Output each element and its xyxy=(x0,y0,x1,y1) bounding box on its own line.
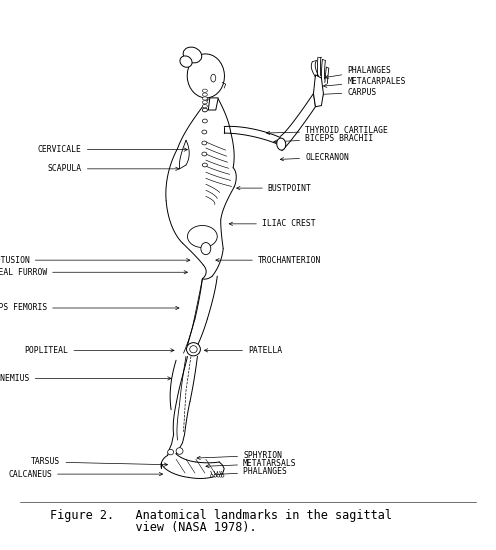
Text: Figure 2.   Anatomical landmarks in the sagittal: Figure 2. Anatomical landmarks in the sa… xyxy=(50,509,392,522)
Text: POPLITEAL: POPLITEAL xyxy=(25,346,174,355)
Ellipse shape xyxy=(168,449,174,455)
Text: SPHYRION: SPHYRION xyxy=(197,451,282,460)
Text: GASTROCNEMIUS: GASTROCNEMIUS xyxy=(0,374,171,383)
Text: GLUTEAL FURROW: GLUTEAL FURROW xyxy=(0,268,187,277)
Ellipse shape xyxy=(202,152,207,156)
Text: PHALANGES: PHALANGES xyxy=(214,468,292,476)
Text: BUTTOCK PROTUSION: BUTTOCK PROTUSION xyxy=(0,256,190,265)
Text: ILIAC CREST: ILIAC CREST xyxy=(229,219,315,228)
Polygon shape xyxy=(208,98,218,110)
Text: TROCHANTERION: TROCHANTERION xyxy=(216,256,321,265)
Ellipse shape xyxy=(202,89,207,92)
Ellipse shape xyxy=(211,74,216,82)
Text: CARPUS: CARPUS xyxy=(320,88,376,97)
Text: SCAPULA: SCAPULA xyxy=(48,164,179,173)
Ellipse shape xyxy=(186,343,200,356)
Ellipse shape xyxy=(202,101,207,104)
Text: CALCANEUS: CALCANEUS xyxy=(8,470,163,478)
Text: METATARSALS: METATARSALS xyxy=(206,459,297,468)
Ellipse shape xyxy=(217,474,219,477)
Ellipse shape xyxy=(176,448,183,454)
Ellipse shape xyxy=(202,119,207,123)
Polygon shape xyxy=(313,75,323,107)
Text: OLECRANON: OLECRANON xyxy=(280,153,349,162)
Ellipse shape xyxy=(183,47,202,63)
Ellipse shape xyxy=(219,474,222,477)
Text: PATELLA: PATELLA xyxy=(204,346,282,355)
Ellipse shape xyxy=(201,243,211,255)
Ellipse shape xyxy=(202,108,207,112)
Ellipse shape xyxy=(202,130,207,134)
Ellipse shape xyxy=(202,104,207,108)
Text: view (NASA 1978).: view (NASA 1978). xyxy=(50,521,256,535)
Ellipse shape xyxy=(202,141,207,145)
Ellipse shape xyxy=(214,474,216,477)
Ellipse shape xyxy=(202,97,207,100)
Text: BUSTPOINT: BUSTPOINT xyxy=(237,184,311,192)
Text: BICEPS BRACHII: BICEPS BRACHII xyxy=(274,134,373,143)
Text: THYROID CARTILAGE: THYROID CARTILAGE xyxy=(266,126,388,135)
Ellipse shape xyxy=(202,93,207,96)
Text: METACARPALES: METACARPALES xyxy=(323,77,406,87)
Ellipse shape xyxy=(180,56,192,67)
Ellipse shape xyxy=(202,108,207,112)
Ellipse shape xyxy=(187,54,225,98)
Text: BICEPS FEMORIS: BICEPS FEMORIS xyxy=(0,304,179,312)
Ellipse shape xyxy=(210,474,213,477)
Ellipse shape xyxy=(202,163,207,167)
Text: PHALANGES: PHALANGES xyxy=(325,66,391,79)
Text: CERVICALE: CERVICALE xyxy=(38,145,187,154)
Ellipse shape xyxy=(221,474,224,477)
Text: TARSUS: TARSUS xyxy=(31,458,168,466)
Ellipse shape xyxy=(277,138,286,150)
